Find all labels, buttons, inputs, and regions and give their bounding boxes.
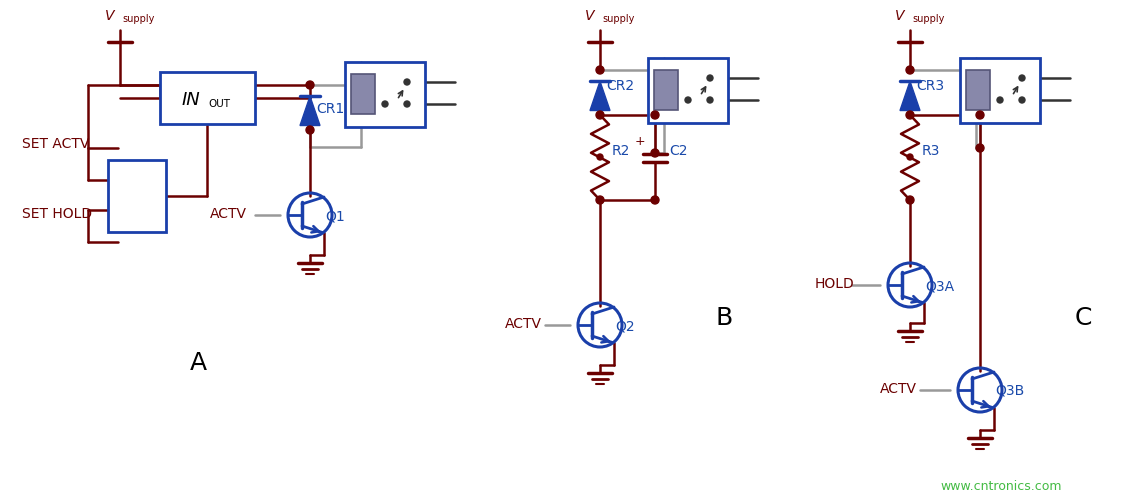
Circle shape xyxy=(382,101,388,107)
Text: SET ACTV: SET ACTV xyxy=(22,137,89,151)
Bar xyxy=(160,72,255,124)
Text: V: V xyxy=(894,9,905,23)
Polygon shape xyxy=(590,81,610,111)
Bar xyxy=(648,58,728,123)
Circle shape xyxy=(706,75,713,81)
Text: OUT: OUT xyxy=(208,99,230,109)
Text: HOLD: HOLD xyxy=(815,277,855,291)
Circle shape xyxy=(597,154,603,160)
Text: Q1: Q1 xyxy=(325,209,345,223)
Bar xyxy=(108,160,166,232)
Bar xyxy=(345,62,425,127)
Text: IN: IN xyxy=(182,91,200,109)
Text: ACTV: ACTV xyxy=(881,382,917,396)
Bar xyxy=(654,70,678,110)
Polygon shape xyxy=(300,96,319,126)
Text: B: B xyxy=(714,306,733,330)
Circle shape xyxy=(1019,97,1025,103)
Text: V: V xyxy=(584,9,594,23)
Circle shape xyxy=(997,97,1003,103)
Text: C: C xyxy=(1075,306,1092,330)
Text: R2: R2 xyxy=(611,144,631,158)
Text: A: A xyxy=(190,351,207,375)
Bar xyxy=(966,70,990,110)
Text: +: + xyxy=(635,135,646,148)
Circle shape xyxy=(404,79,410,85)
Text: CR3: CR3 xyxy=(916,79,945,93)
Circle shape xyxy=(1019,75,1025,81)
Circle shape xyxy=(976,111,984,119)
Circle shape xyxy=(906,196,914,204)
Text: supply: supply xyxy=(123,14,155,24)
Text: SET HOLD: SET HOLD xyxy=(22,207,92,221)
Polygon shape xyxy=(900,81,919,111)
Circle shape xyxy=(906,66,914,74)
Bar xyxy=(960,58,1040,123)
Text: supply: supply xyxy=(602,14,634,24)
Circle shape xyxy=(597,66,605,74)
Text: C2: C2 xyxy=(669,144,687,158)
Circle shape xyxy=(597,111,605,119)
Bar xyxy=(352,74,376,114)
Text: supply: supply xyxy=(913,14,945,24)
Text: Q2: Q2 xyxy=(615,319,634,333)
Circle shape xyxy=(652,196,660,204)
Circle shape xyxy=(306,126,314,134)
Circle shape xyxy=(652,149,660,157)
Circle shape xyxy=(306,81,314,89)
Text: ACTV: ACTV xyxy=(210,207,247,221)
Text: ACTV: ACTV xyxy=(505,317,542,331)
Circle shape xyxy=(652,111,660,119)
Text: V: V xyxy=(104,9,114,23)
Circle shape xyxy=(907,154,913,160)
Circle shape xyxy=(404,101,410,107)
Text: R3: R3 xyxy=(922,144,940,158)
Text: Q3A: Q3A xyxy=(925,279,954,293)
Text: CR1: CR1 xyxy=(316,102,345,116)
Circle shape xyxy=(706,97,713,103)
Text: Q3B: Q3B xyxy=(995,384,1025,398)
Circle shape xyxy=(685,97,690,103)
Circle shape xyxy=(976,144,984,152)
Text: CR2: CR2 xyxy=(606,79,634,93)
Circle shape xyxy=(597,196,605,204)
Circle shape xyxy=(906,111,914,119)
Text: www.cntronics.com: www.cntronics.com xyxy=(940,480,1061,493)
